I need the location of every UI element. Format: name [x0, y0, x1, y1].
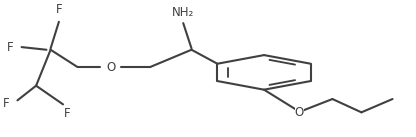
- Text: F: F: [7, 41, 13, 54]
- Text: F: F: [64, 107, 70, 120]
- Text: F: F: [56, 3, 62, 16]
- Text: NH₂: NH₂: [172, 6, 194, 19]
- Text: F: F: [2, 96, 9, 109]
- Text: O: O: [106, 61, 115, 74]
- Text: O: O: [295, 106, 304, 119]
